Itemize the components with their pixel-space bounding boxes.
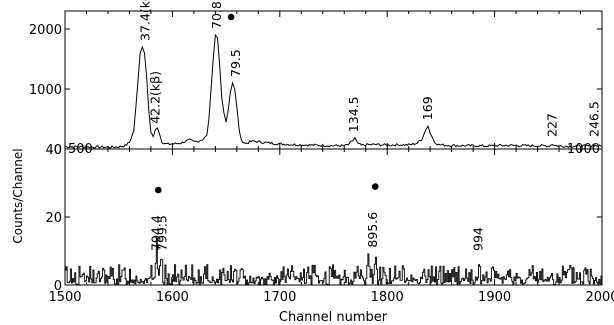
- y-tick-label: 20: [45, 211, 62, 226]
- peak-label: 246.5: [586, 101, 601, 137]
- y-tick-label: 2000: [29, 23, 62, 38]
- peak-marker-dot: [371, 183, 379, 190]
- peak-label: 169: [420, 96, 435, 120]
- peak-marker-dot: [227, 13, 235, 21]
- bottom-spectrum-line: [64, 237, 602, 286]
- y-axis-label: Counts/Channel: [11, 148, 25, 243]
- y-tick-label: 1000: [29, 83, 62, 98]
- x-tick-label: 1600: [156, 290, 189, 305]
- y-tick-label: 0: [54, 279, 62, 294]
- y-tick-label: 0: [54, 143, 62, 158]
- peak-label: 42.2(kβ): [148, 71, 163, 124]
- peak-label: 794.4: [148, 215, 163, 251]
- peak-label: 79.5: [228, 49, 243, 77]
- peak-annotations: 37.4(kα) 42.2(kβ) 70.8 79.5 134.5 169 227 246.5…: [137, 0, 601, 251]
- peak-label: 227: [545, 113, 560, 137]
- top-axis-ticks: 0 1000 2000: [29, 11, 603, 158]
- peak-label: 37.4(kα): [137, 0, 152, 41]
- x-tick-label: 1500: [48, 290, 81, 305]
- peak-label: 895.6: [365, 212, 380, 248]
- y-tick-label: 40: [45, 143, 62, 158]
- x-tick-label: 2000: [585, 290, 614, 305]
- x-top-tick-label: 500: [68, 142, 93, 157]
- x-axis-label: Channel number: [279, 310, 388, 325]
- peak-marker-dot: [154, 186, 162, 194]
- x-top-tick-label: 1000: [567, 142, 600, 157]
- bottom-axis-ticks: 0 20 40 1500 1600 1700 1800 1900 2000 500 1000: [45, 142, 614, 305]
- peak-label: 799.5: [155, 215, 170, 251]
- peak-label: 994: [470, 227, 485, 251]
- peak-label: 134.5: [346, 96, 361, 132]
- top-spectrum-line: [64, 33, 603, 149]
- x-tick-label: 1800: [371, 290, 404, 305]
- peak-label: 70.8: [209, 1, 224, 29]
- x-tick-label: 1700: [263, 290, 296, 305]
- x-tick-label: 1900: [478, 290, 511, 305]
